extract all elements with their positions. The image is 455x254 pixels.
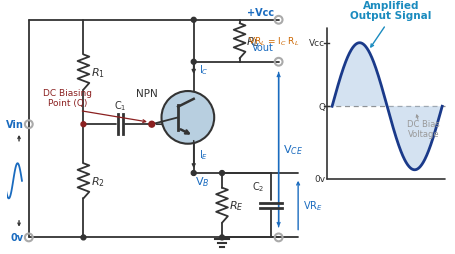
Text: Q: Q xyxy=(318,102,325,111)
Circle shape xyxy=(191,18,196,23)
Text: R$_2$: R$_2$ xyxy=(91,174,105,188)
Circle shape xyxy=(219,235,224,240)
Text: +Vcc: +Vcc xyxy=(247,8,274,18)
Text: DC Bias: DC Bias xyxy=(406,120,439,129)
Circle shape xyxy=(161,92,214,144)
Text: 0v: 0v xyxy=(313,175,325,184)
Text: Point (Q): Point (Q) xyxy=(48,98,87,107)
Text: Amplified: Amplified xyxy=(362,1,418,11)
Text: Output Signal: Output Signal xyxy=(349,11,430,21)
Circle shape xyxy=(81,122,86,127)
Text: Vout: Vout xyxy=(251,43,273,53)
Circle shape xyxy=(148,122,154,128)
Text: Vin: Vin xyxy=(6,120,24,130)
Text: VR$_L$ = I$_C$ R$_L$: VR$_L$ = I$_C$ R$_L$ xyxy=(248,35,299,48)
Text: C$_1$: C$_1$ xyxy=(114,98,126,112)
Text: V$_{CE}$: V$_{CE}$ xyxy=(283,143,303,157)
Text: R$_E$: R$_E$ xyxy=(228,199,243,212)
Text: V$_B$: V$_B$ xyxy=(195,174,209,188)
Text: 0v: 0v xyxy=(11,232,24,243)
Circle shape xyxy=(191,60,196,65)
Text: Voltage: Voltage xyxy=(407,130,438,138)
Text: I$_B$: I$_B$ xyxy=(161,104,170,118)
Text: NPN: NPN xyxy=(136,89,157,99)
Text: C$_2$: C$_2$ xyxy=(251,180,264,194)
Text: I$_C$: I$_C$ xyxy=(198,63,208,77)
Text: Vcc: Vcc xyxy=(308,39,325,48)
Text: R$_1$: R$_1$ xyxy=(91,66,105,80)
Circle shape xyxy=(219,171,224,176)
Text: I$_E$: I$_E$ xyxy=(198,148,207,162)
Circle shape xyxy=(191,171,196,176)
Circle shape xyxy=(81,235,86,240)
Text: R$_L$: R$_L$ xyxy=(246,35,259,49)
Text: VR$_E$: VR$_E$ xyxy=(303,199,322,212)
Text: DC Biasing: DC Biasing xyxy=(43,89,92,98)
